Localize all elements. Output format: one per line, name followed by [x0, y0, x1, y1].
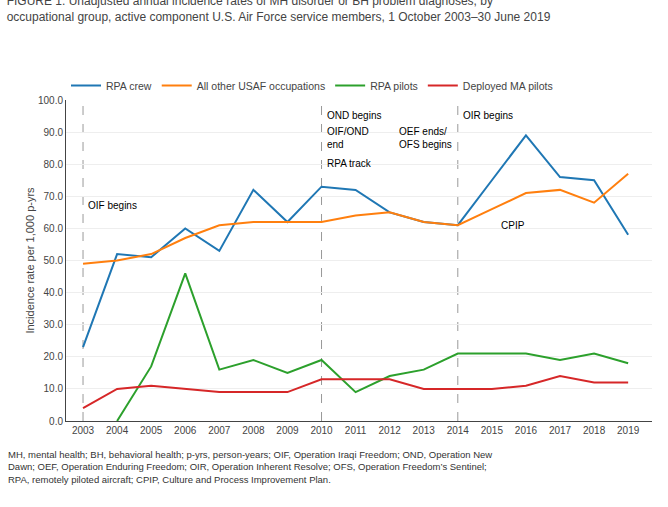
svg-text:2014: 2014: [447, 425, 470, 436]
svg-text:2017: 2017: [549, 425, 572, 436]
svg-text:80.0: 80.0: [44, 159, 64, 170]
svg-text:All other USAF occupations: All other USAF occupations: [197, 80, 325, 92]
svg-text:2012: 2012: [379, 425, 402, 436]
svg-text:90.0: 90.0: [44, 127, 64, 138]
svg-text:OND begins: OND begins: [327, 110, 381, 121]
svg-text:2011: 2011: [345, 425, 367, 436]
svg-text:RPA track: RPA track: [327, 158, 372, 169]
svg-text:2009: 2009: [276, 425, 299, 436]
svg-text:0.0: 0.0: [49, 416, 63, 427]
svg-text:2007: 2007: [208, 425, 231, 436]
svg-text:2010: 2010: [310, 425, 333, 436]
svg-text:OIF/ONDend: OIF/ONDend: [327, 126, 369, 150]
svg-text:MH, mental health; BH, behavio: MH, mental health; BH, behavioral health…: [8, 449, 492, 485]
svg-text:2005: 2005: [140, 425, 163, 436]
svg-text:40.0: 40.0: [44, 287, 64, 298]
svg-text:2006: 2006: [174, 425, 197, 436]
svg-text:RPA pilots: RPA pilots: [370, 80, 418, 92]
svg-text:2003: 2003: [72, 425, 95, 436]
svg-text:60.0: 60.0: [44, 223, 64, 234]
svg-text:OIF begins: OIF begins: [88, 200, 137, 211]
svg-text:Deployed MA pilots: Deployed MA pilots: [463, 80, 553, 92]
svg-text:20.0: 20.0: [44, 351, 64, 362]
svg-text:CPIP: CPIP: [501, 220, 525, 231]
svg-text:50.0: 50.0: [44, 255, 64, 266]
svg-text:30.0: 30.0: [44, 319, 64, 330]
svg-text:RPA crew: RPA crew: [106, 80, 152, 92]
svg-text:FIGURE 1. Unadjusted annual in: FIGURE 1. Unadjusted annual incidence ra…: [7, 0, 551, 24]
svg-text:Incidence rate per 1,000 p-yrs: Incidence rate per 1,000 p-yrs: [24, 187, 36, 334]
svg-text:2016: 2016: [515, 425, 538, 436]
svg-text:2008: 2008: [242, 425, 265, 436]
svg-text:2015: 2015: [481, 425, 504, 436]
svg-text:70.0: 70.0: [44, 191, 64, 202]
svg-text:2019: 2019: [617, 425, 640, 436]
svg-text:10.0: 10.0: [44, 383, 64, 394]
svg-text:2004: 2004: [106, 425, 129, 436]
svg-text:2018: 2018: [583, 425, 606, 436]
svg-text:2013: 2013: [413, 425, 436, 436]
svg-text:100.0: 100.0: [38, 95, 63, 106]
svg-text:OIR begins: OIR begins: [463, 110, 513, 121]
svg-text:OEF ends/OFS begins: OEF ends/OFS begins: [399, 126, 452, 150]
